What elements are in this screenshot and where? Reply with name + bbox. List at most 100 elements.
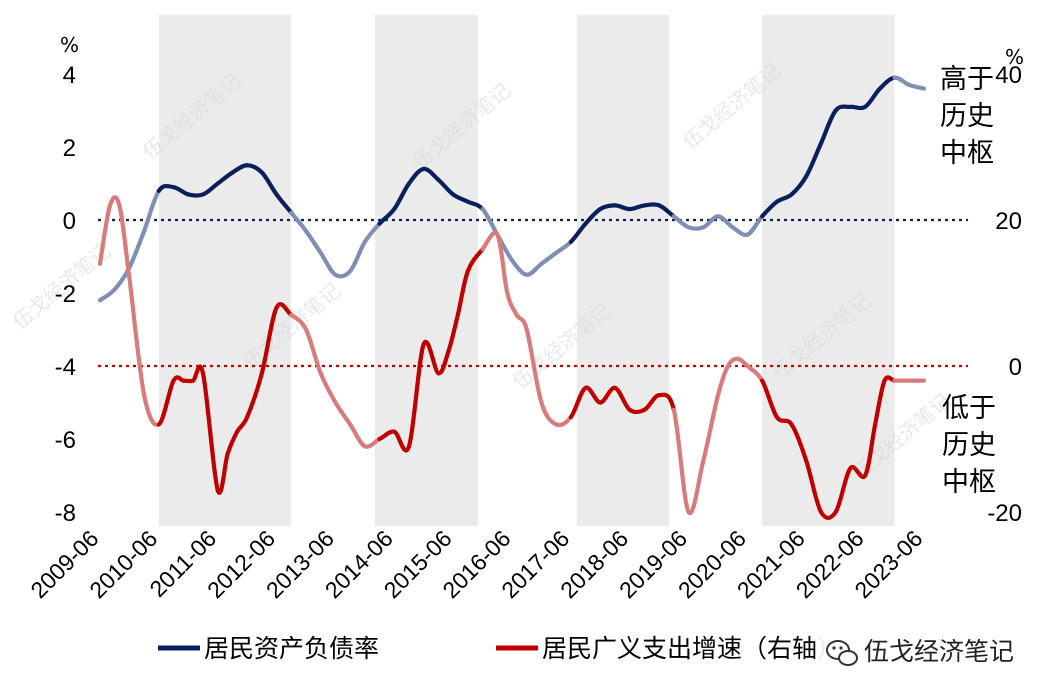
series-2-segment-27 [436, 349, 451, 376]
series-2-segment-2 [107, 195, 122, 208]
series-1-segment-56 [907, 82, 927, 91]
series-1-segment-55 [892, 75, 912, 88]
series-2-segment-25 [406, 342, 426, 449]
right-tick-label: 40 [995, 62, 1022, 89]
legend-label-leverage: 居民资产负债率 [204, 634, 379, 663]
annotation-above-line-3: 中枢 [940, 138, 994, 169]
series-2-segment-52 [760, 378, 779, 420]
series-1-segment-48 [789, 174, 809, 197]
series-1-segment-43 [715, 214, 735, 230]
series-1-segment-30 [524, 261, 544, 277]
series-1-segment-4 [142, 188, 161, 234]
series-2-segment-51 [745, 363, 765, 383]
series-1-segment-50 [818, 108, 838, 146]
series-2-segment-60 [873, 378, 887, 427]
series-1-segment-41 [686, 225, 706, 231]
left-tick-label: -2 [55, 281, 76, 308]
series-1-segment-1 [97, 287, 117, 303]
series-1-segment-15 [303, 228, 323, 255]
series-2-segment-59 [863, 422, 878, 478]
series-1-segment-40 [671, 214, 691, 230]
series-2-segment-18 [303, 327, 323, 376]
shaded-period-3 [576, 15, 670, 526]
series-2-segment-42 [627, 407, 647, 415]
series-1-segment-52 [848, 104, 868, 111]
series-2-segment-14 [245, 371, 264, 420]
series-2-segment-33 [505, 290, 519, 317]
shaded-period-2 [374, 15, 478, 526]
series-2-segment-55 [804, 458, 824, 515]
series-1-segment-29 [509, 258, 529, 277]
series-lines [97, 75, 927, 521]
series-1-segment-32 [554, 239, 573, 255]
series-2-segment-21 [348, 422, 367, 449]
series-2-segment-47 [701, 393, 721, 463]
series-2-segment-31 [480, 230, 500, 252]
wechat-icon [826, 640, 858, 666]
annotation-above-line-1: 高于 [940, 64, 994, 95]
series-1-segment-21 [392, 181, 412, 212]
series-2-segment-19 [318, 371, 338, 405]
series-1-segment-12 [259, 170, 279, 197]
series-2-segment-36 [539, 400, 559, 427]
series-1-segment-42 [701, 214, 721, 230]
annotation-below-line-1: 低于 [942, 393, 996, 424]
right-tick-label: -20 [987, 500, 1022, 527]
series-1-segment-17 [333, 269, 353, 279]
series-2-segment-15 [259, 305, 279, 376]
series-2-segment-13 [235, 415, 250, 434]
left-tick-label: 2 [63, 135, 76, 162]
series-2-segment-54 [789, 422, 809, 463]
annotation-above-line-2: 历史 [940, 101, 994, 132]
left-tick-label: -6 [55, 427, 76, 454]
series-2-segment-10 [200, 371, 220, 493]
series-2-segment-35 [524, 327, 544, 405]
brand-name: 伍戈经济笔记 [864, 637, 1014, 666]
series-1-segment-14 [289, 210, 309, 234]
series-1-segment-16 [318, 250, 338, 277]
series-2-segment-6 [156, 378, 176, 427]
series-2-segment-4 [127, 276, 147, 398]
series-2-segment-9 [190, 364, 206, 383]
annotation-below-line-2: 历史 [942, 430, 996, 461]
annotation-below-line-3: 中枢 [942, 467, 996, 498]
legend: 居民资产负债率 居民广义支出增速（右轴） [158, 634, 842, 663]
series-2-segment-37 [554, 415, 573, 428]
series-2-segment-24 [392, 429, 412, 453]
series-1-segment-38 [642, 202, 662, 208]
series-1-segment-3 [127, 228, 147, 270]
right-tick-label: 0 [1009, 354, 1022, 381]
series-2-segment-29 [455, 269, 470, 317]
series-2-segment-28 [446, 312, 460, 354]
series-1-segment-44 [730, 225, 750, 238]
left-axis-unit: % [60, 33, 79, 57]
left-tick-label: -8 [55, 500, 76, 527]
series-2-segment-46 [686, 458, 706, 516]
shaded-period-1 [158, 15, 292, 526]
series-2-segment-1 [97, 203, 113, 266]
left-tick-label: 0 [63, 208, 76, 235]
right-axis-ticks: 40 20 0 -20 [987, 62, 1022, 527]
series-2-segment-48 [715, 363, 731, 398]
brand-backdrop [818, 628, 1052, 674]
legend-label-spending: 居民广义支出增速（右轴） [542, 634, 842, 663]
left-tick-label: 4 [63, 62, 76, 89]
series-2-segment-20 [333, 400, 353, 427]
series-2-segment-44 [657, 392, 676, 412]
x-axis-ticks: 2009-062010-062011-062012-062013-062014-… [25, 525, 927, 603]
series-1-segment-18 [348, 239, 367, 274]
series-2-segment-57 [833, 466, 853, 515]
series-2-segment-34 [514, 312, 529, 332]
series-2-segment-45 [671, 407, 691, 515]
series-2-segment-3 [117, 203, 132, 281]
left-tick-label: -4 [55, 354, 76, 381]
right-tick-label: 20 [995, 208, 1022, 235]
series-2-segment-17 [289, 312, 309, 332]
shaded-periods [158, 15, 895, 526]
series-2-segment-32 [495, 232, 510, 296]
left-axis-ticks: 4 2 0 -2 -4 -6 -8 [55, 62, 76, 527]
series-2-segment-11 [215, 451, 230, 495]
series-1-segment-31 [539, 250, 559, 266]
series-2-segment-5 [142, 393, 161, 427]
